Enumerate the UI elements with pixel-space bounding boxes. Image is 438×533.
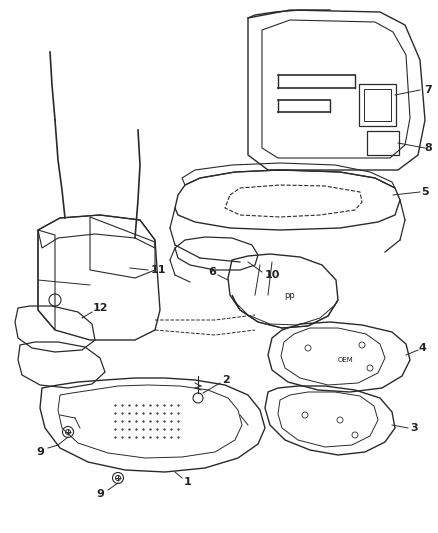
Text: 1: 1: [184, 477, 192, 487]
Text: 4: 4: [418, 343, 426, 353]
Text: 10: 10: [264, 270, 280, 280]
Text: 9: 9: [96, 489, 104, 499]
Text: 11: 11: [150, 265, 166, 275]
Text: 9: 9: [36, 447, 44, 457]
Text: 12: 12: [92, 303, 108, 313]
Text: 7: 7: [424, 85, 432, 95]
Text: OEM: OEM: [337, 357, 353, 363]
Text: 5: 5: [421, 187, 429, 197]
Text: 8: 8: [424, 143, 432, 153]
Text: 2: 2: [222, 375, 230, 385]
Text: 6: 6: [208, 267, 216, 277]
Text: 3: 3: [410, 423, 418, 433]
Text: pp: pp: [285, 290, 295, 300]
